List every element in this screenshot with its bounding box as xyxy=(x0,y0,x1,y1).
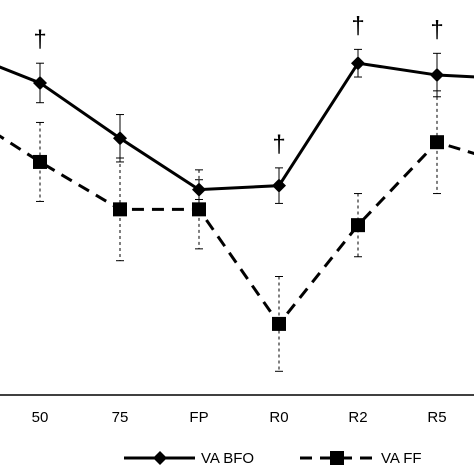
point-va-bfo-50 xyxy=(33,75,47,90)
point-va-ff-R2 xyxy=(351,218,365,233)
annotations: † † † † xyxy=(33,12,443,158)
point-va-ff-FP xyxy=(192,202,206,217)
series-markers xyxy=(33,56,444,331)
legend-item-va-ff: VA FF xyxy=(300,450,422,467)
x-tick-label-R0: R0 xyxy=(269,409,288,426)
point-va-bfo-R0 xyxy=(272,178,286,193)
dagger-annotation-R2: † xyxy=(351,12,364,39)
point-va-bfo-R5 xyxy=(430,68,444,83)
x-tick-label-75: 75 xyxy=(112,409,129,426)
point-va-ff-R0 xyxy=(272,316,286,331)
dagger-annotation-R5: † xyxy=(430,16,443,43)
dagger-annotation-R0: † xyxy=(272,131,285,158)
point-va-bfo-R2 xyxy=(351,56,365,71)
point-va-ff-50 xyxy=(33,154,47,169)
legend-item-va-bfo: VA BFO xyxy=(124,450,254,467)
x-tick-label-R2: R2 xyxy=(348,409,367,426)
point-va-ff-R5 xyxy=(430,135,444,150)
series-line-va-ff xyxy=(0,134,474,327)
x-tick-label-50: 50 xyxy=(32,409,49,426)
error-bars xyxy=(36,48,441,372)
error-bar-va-ff-50 xyxy=(36,121,44,202)
point-va-bfo-75 xyxy=(113,131,127,146)
series-lines xyxy=(0,61,474,327)
point-va-bfo-FP xyxy=(192,182,206,197)
x-tick-labels: 50 75 FP R0 R2 R5 xyxy=(32,409,447,426)
error-bar-va-ff-R5 xyxy=(433,90,441,195)
series-line-va-bfo xyxy=(0,61,474,192)
dagger-annotation-50: † xyxy=(33,26,46,53)
point-va-ff-75 xyxy=(113,202,127,217)
x-tick-label-R5: R5 xyxy=(427,409,446,426)
legend-label-va-ff: VA FF xyxy=(381,450,422,467)
error-bar-va-ff-75 xyxy=(116,157,124,262)
x-tick-label-FP: FP xyxy=(189,409,208,426)
legend: VA BFO VA FF xyxy=(124,450,422,467)
error-bar-va-ff-R0 xyxy=(275,276,283,372)
legend-label-va-bfo: VA BFO xyxy=(201,450,254,467)
